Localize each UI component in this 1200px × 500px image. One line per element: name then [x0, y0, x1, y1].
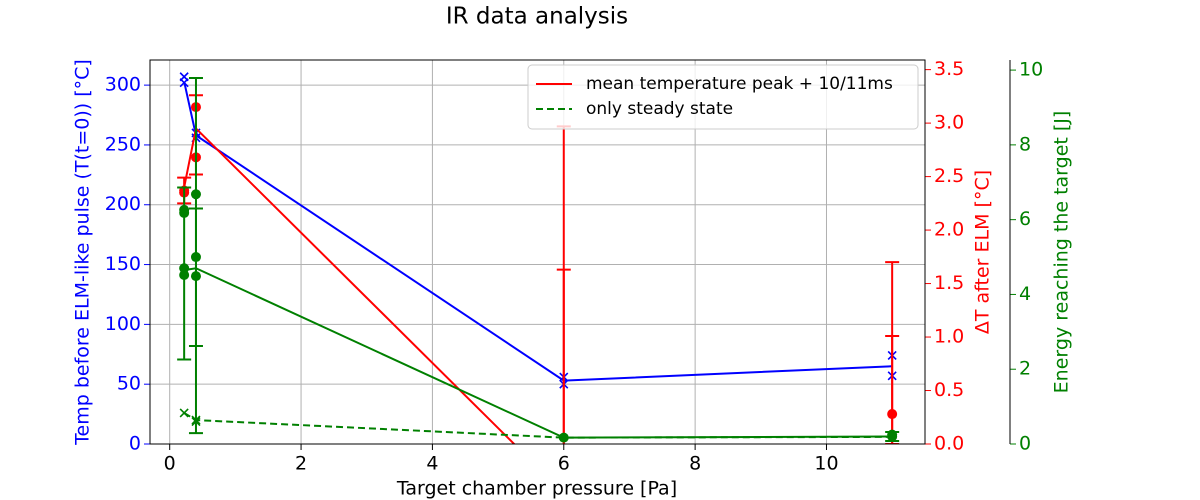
- y3-tick-label: 2: [1019, 358, 1031, 380]
- y-tick-label: 200: [105, 193, 141, 215]
- legend: mean temperature peak + 10/11ms only stea…: [527, 64, 919, 130]
- error-bar: [885, 334, 900, 444]
- series-line: [183, 81, 893, 382]
- plot-frame: [149, 59, 926, 445]
- y2-axis-label: ΔT after ELM [°C]: [972, 170, 994, 334]
- x-tick-label: 6: [558, 453, 570, 475]
- series-line: [183, 412, 893, 439]
- x-tick-label: 10: [814, 453, 838, 475]
- y-tick-label: 300: [105, 74, 141, 96]
- y-tick-label: 100: [105, 313, 141, 335]
- y3-tick-label: 0: [1019, 433, 1031, 455]
- y3-tick-label: 8: [1019, 133, 1031, 155]
- y2-tick-label: 1.5: [934, 272, 964, 294]
- legend-box: [527, 64, 919, 130]
- error-bar: [885, 431, 900, 443]
- y2-tick-label: 2.5: [934, 165, 964, 187]
- x-tick-label: 8: [689, 453, 701, 475]
- x-tick-label: 2: [295, 453, 307, 475]
- y2-tick-label: 3.0: [934, 112, 964, 134]
- legend-label: only steady state: [586, 99, 733, 119]
- series-line: [183, 267, 893, 439]
- y-tick-label: 50: [117, 373, 141, 395]
- error-bar: [556, 268, 571, 444]
- y3-axis-label: Energy reaching the target [J]: [1051, 111, 1073, 394]
- point: [179, 408, 189, 418]
- y-axis-label: Temp before ELM-like pulse (T(t=0)) [°C]: [72, 59, 94, 446]
- y2-tick-label: 2.0: [934, 219, 964, 241]
- y-tick-label: 0: [129, 433, 141, 455]
- x-tick-label: 0: [164, 453, 176, 475]
- y2-tick-label: 1.0: [934, 326, 964, 348]
- point: [558, 432, 569, 443]
- chart-title: IR data analysis: [446, 4, 628, 30]
- error-bar: [177, 186, 192, 361]
- series-line: [183, 126, 516, 444]
- y2-tick-label: 0.0: [934, 433, 964, 455]
- error-bar: [188, 207, 203, 348]
- point: [179, 78, 189, 88]
- legend-label: mean temperature peak + 10/11ms: [586, 74, 893, 94]
- x-tick-label: 4: [426, 453, 438, 475]
- x-axis-label: Target chamber pressure [Pa]: [396, 478, 677, 500]
- y-tick-label: 150: [105, 253, 141, 275]
- y3-tick-label: 4: [1019, 283, 1031, 305]
- y2-tick-label: 3.5: [934, 58, 964, 80]
- y-tick-label: 250: [105, 133, 141, 155]
- y2-tick-label: 0.5: [934, 379, 964, 401]
- y3-tick-label: 6: [1019, 208, 1031, 230]
- y3-tick-label: 10: [1019, 59, 1043, 81]
